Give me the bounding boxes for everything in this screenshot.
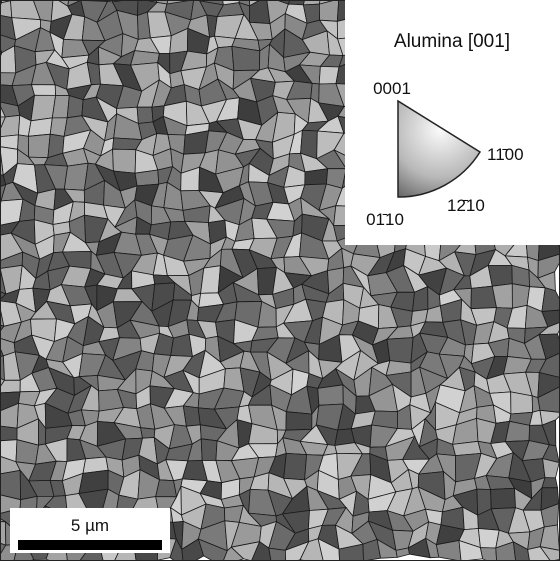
legend-label: 01̄10 bbox=[366, 210, 404, 229]
grain bbox=[232, 46, 260, 70]
grain bbox=[184, 131, 209, 154]
grain bbox=[67, 96, 83, 118]
scale-line bbox=[18, 540, 162, 550]
grain bbox=[505, 421, 529, 441]
grain bbox=[52, 95, 69, 118]
grain bbox=[511, 392, 533, 414]
grain bbox=[28, 118, 52, 136]
grain bbox=[488, 265, 512, 286]
legend-title: Alumina [001] bbox=[394, 31, 510, 52]
grain bbox=[0, 426, 17, 441]
legend-label: 12̄10 bbox=[447, 196, 485, 215]
grain bbox=[319, 0, 338, 21]
grain bbox=[305, 169, 328, 185]
grain bbox=[491, 488, 516, 509]
grain bbox=[286, 412, 312, 431]
ebsd-map: Alumina [001] 0001 11̄00 12̄10 01̄10 5 µ… bbox=[0, 0, 560, 561]
grain bbox=[269, 548, 286, 561]
legend-label: 11̄00 bbox=[487, 145, 524, 164]
scale-label: 5 µm bbox=[71, 516, 109, 535]
scale-bar: 5 µm bbox=[10, 508, 170, 553]
grain bbox=[201, 439, 217, 461]
grain bbox=[137, 107, 153, 123]
grain bbox=[318, 385, 344, 406]
grain bbox=[542, 288, 560, 312]
grain bbox=[0, 380, 20, 393]
grain bbox=[183, 406, 200, 426]
grain bbox=[135, 170, 159, 186]
grain bbox=[31, 95, 56, 121]
grain bbox=[480, 548, 497, 561]
grain bbox=[284, 453, 307, 480]
legend-label: 0001 bbox=[373, 79, 411, 98]
grain bbox=[0, 1, 12, 18]
grain bbox=[156, 480, 177, 497]
grain bbox=[201, 266, 221, 294]
grain bbox=[141, 428, 155, 439]
grain bbox=[542, 478, 558, 488]
grain bbox=[28, 134, 50, 158]
legend: Alumina [001] 0001 11̄00 12̄10 01̄10 bbox=[345, 0, 560, 245]
grain bbox=[387, 338, 413, 364]
grain bbox=[32, 85, 56, 96]
grain bbox=[113, 149, 136, 173]
